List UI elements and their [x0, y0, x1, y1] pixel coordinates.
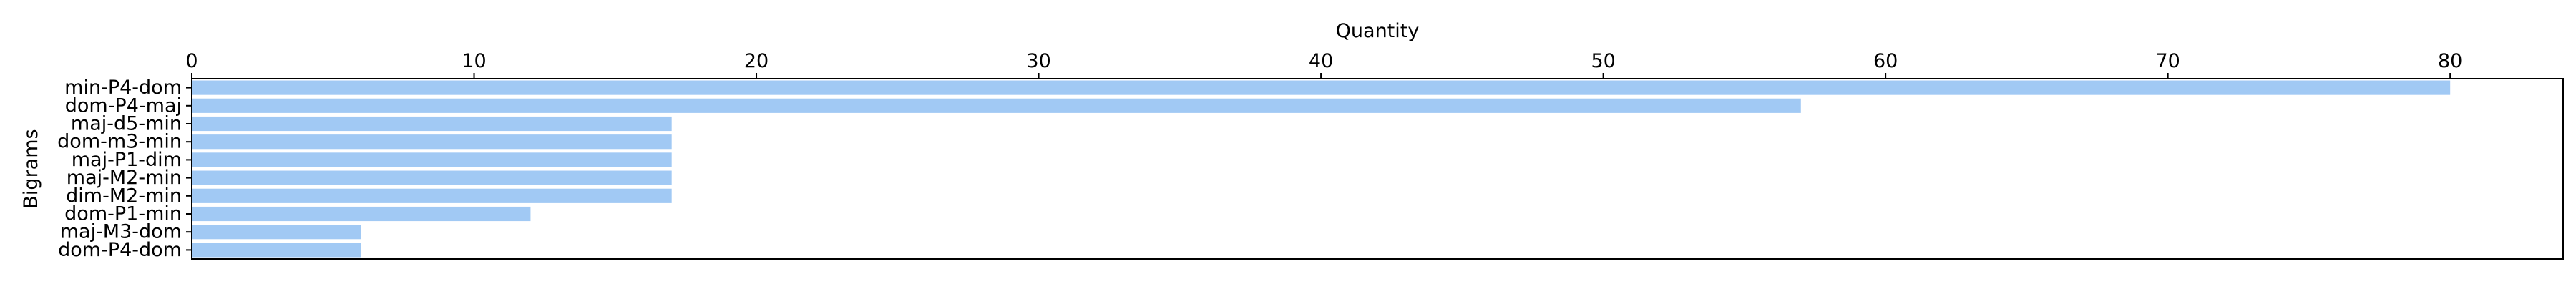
- y-tick-label: dom-P1-min: [64, 203, 182, 225]
- bar-maj-d5-min: [192, 116, 672, 132]
- y-tick-label: dom-m3-min: [57, 131, 182, 153]
- y-axis: min-P4-domdom-P4-majmaj-d5-mindom-m3-min…: [57, 77, 192, 261]
- y-tick-label: maj-d5-min: [71, 113, 182, 135]
- bar-dom-m3-min: [192, 134, 672, 150]
- y-tick-label: maj-M2-min: [67, 167, 182, 189]
- x-tick-label: 50: [1591, 50, 1615, 72]
- y-tick-label: dim-M2-min: [66, 185, 182, 207]
- y-tick-label: maj-P1-dim: [72, 149, 182, 171]
- x-tick-label: 40: [1309, 50, 1333, 72]
- bar-dom-P1-min: [192, 206, 531, 222]
- bar-min-P4-dom: [192, 80, 2451, 95]
- y-tick-label: maj-M3-dom: [60, 221, 182, 243]
- bar-dom-P4-maj: [192, 98, 1801, 113]
- x-tick-label: 70: [2155, 50, 2180, 72]
- bar-dim-M2-min: [192, 188, 672, 203]
- x-axis-title: Quantity: [1336, 20, 1420, 42]
- bar-maj-M3-dom: [192, 225, 361, 240]
- x-axis: 0 10 20 30 40 50 60 70 80: [185, 50, 2462, 79]
- x-tick-label: 10: [462, 50, 486, 72]
- y-tick-label: dom-P4-dom: [58, 239, 182, 261]
- x-tick-label: 60: [1873, 50, 1898, 72]
- bars-layer: [192, 80, 2451, 258]
- x-tick-label: 30: [1026, 50, 1050, 72]
- x-tick-label: 80: [2438, 50, 2462, 72]
- bar-maj-P1-dim: [192, 152, 672, 167]
- bar-maj-M2-min: [192, 170, 672, 185]
- bar-dom-P4-dom: [192, 243, 361, 258]
- x-tick-label: 20: [744, 50, 769, 72]
- y-axis-title: Bigrams: [20, 129, 42, 208]
- plot-frame: [191, 78, 2564, 260]
- x-tick-label: 0: [185, 50, 197, 72]
- y-tick-label: dom-P4-maj: [65, 94, 182, 117]
- y-tick-label: min-P4-dom: [64, 77, 182, 99]
